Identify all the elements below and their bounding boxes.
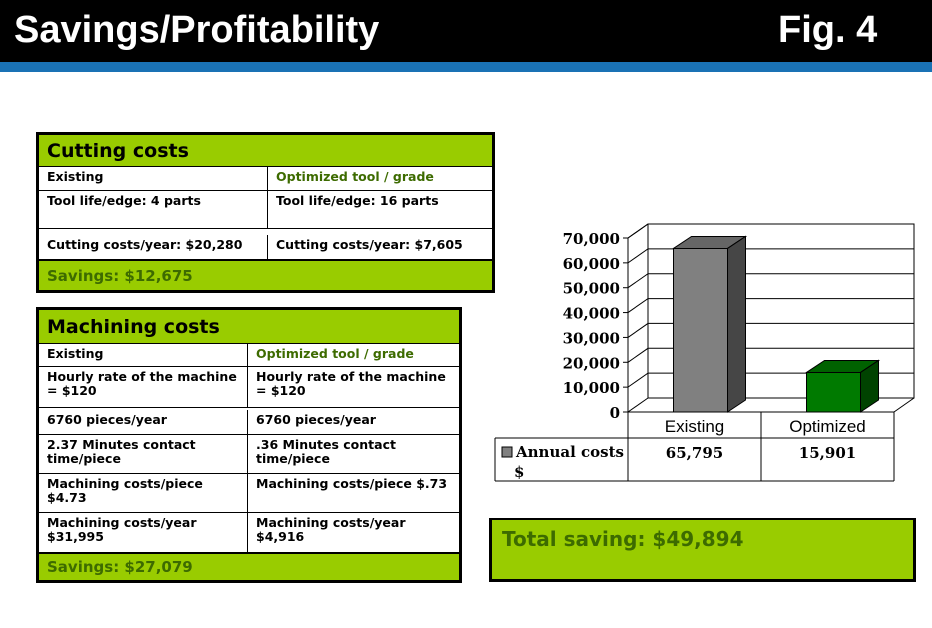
total-saving-text: Total saving: $49,894 (502, 527, 744, 551)
chart-gridline (627, 223, 914, 239)
machining-costs-table: Machining costs Existing Optimized tool … (36, 307, 462, 583)
chart-gridline (627, 248, 914, 264)
table-cell: Tool life/edge: 4 parts (39, 191, 268, 228)
table-row: Existing Optimized tool / grade (39, 344, 459, 367)
y-axis-tick-label: 10,000 (563, 379, 620, 397)
series-name-unit: $ (514, 463, 524, 481)
table-row: Machining costs/year $31,995 Machining c… (39, 513, 459, 553)
chart-floor-edge (893, 397, 915, 413)
bar-front (673, 247, 728, 413)
y-axis-tick-label: 70,000 (563, 230, 620, 248)
table-cell: Optimized tool / grade (256, 346, 414, 361)
table-row: Machining costs/piece $4.73 Machining co… (39, 474, 459, 513)
table-cell: 2.37 Minutes contact time/piece (39, 435, 248, 473)
chart-gridline (627, 298, 914, 313)
category-label: Existing (665, 417, 725, 436)
table-cell: Tool life/edge: 16 parts (276, 193, 439, 208)
table-row: Existing Optimized tool / grade (39, 167, 492, 191)
table-row: Cutting costs/year: $20,280 Cutting cost… (39, 229, 492, 260)
chart-floor-edge (627, 397, 649, 413)
series-name: Annual costs (515, 443, 624, 461)
y-axis-tick-label: 0 (610, 404, 620, 422)
y-axis-tick-label: 50,000 (563, 280, 620, 298)
table-row: Hourly rate of the machine = $120 Hourly… (39, 367, 459, 408)
legend-marker (501, 446, 513, 458)
machining-costs-title: Machining costs (39, 310, 459, 344)
chart-gridline (627, 322, 914, 338)
table-cell: 6760 pieces/year (39, 410, 248, 434)
table-cell: Cutting costs/year: $7,605 (276, 237, 463, 252)
total-saving-box: Total saving: $49,894 (489, 518, 916, 582)
chart-gridline (627, 347, 914, 363)
y-axis-tick-label: 60,000 (563, 255, 620, 273)
table-cell: Cutting costs/year: $20,280 (39, 235, 268, 259)
table-row: 6760 pieces/year 6760 pieces/year (39, 408, 459, 435)
table-cell: 6760 pieces/year (256, 412, 376, 427)
annual-costs-chart: 0 10,000 20,000 30,000 40,000 50,000 60,000 70,… (494, 223, 915, 482)
table-cell: Hourly rate of the machine = $120 (256, 369, 446, 398)
cutting-costs-table: Cutting costs Existing Optimized tool / … (36, 132, 495, 293)
table-row: 2.37 Minutes contact time/piece .36 Minu… (39, 435, 459, 474)
accent-bar (0, 62, 932, 72)
chart-gridline (627, 273, 914, 289)
table-cell: Machining costs/year $4,916 (256, 515, 406, 544)
cutting-costs-title: Cutting costs (39, 135, 492, 167)
table-cell: Existing (39, 167, 268, 190)
table-cell: Machining costs/piece $.73 (256, 476, 448, 491)
y-axis-tick-label: 20,000 (563, 354, 620, 372)
table-cell: .36 Minutes contact time/piece (256, 437, 396, 466)
bar-side (860, 359, 879, 413)
table-cell: Optimized tool / grade (276, 169, 434, 184)
table-cell: Hourly rate of the machine = $120 (39, 367, 248, 407)
data-label: 15,901 (799, 444, 856, 462)
machining-savings: Savings: $27,079 (39, 553, 459, 580)
title-bar: Savings/Profitability Fig. 4 (0, 0, 932, 62)
table-cell: Machining costs/piece $4.73 (39, 474, 248, 512)
y-axis-tick-label: 40,000 (563, 305, 620, 323)
y-axis-tick-label: 30,000 (563, 329, 620, 347)
data-label: 65,795 (666, 444, 723, 462)
category-label: Optimized (789, 417, 866, 436)
table-row: Tool life/edge: 4 parts Tool life/edge: … (39, 191, 492, 229)
table-cell: Machining costs/year $31,995 (39, 513, 248, 552)
bar-front (806, 371, 861, 413)
table-cell: Existing (39, 344, 248, 366)
page-title: Savings/Profitability (14, 9, 380, 51)
bar-side (727, 235, 746, 413)
figure-label: Fig. 4 (778, 9, 878, 51)
cutting-savings: Savings: $12,675 (39, 260, 492, 290)
